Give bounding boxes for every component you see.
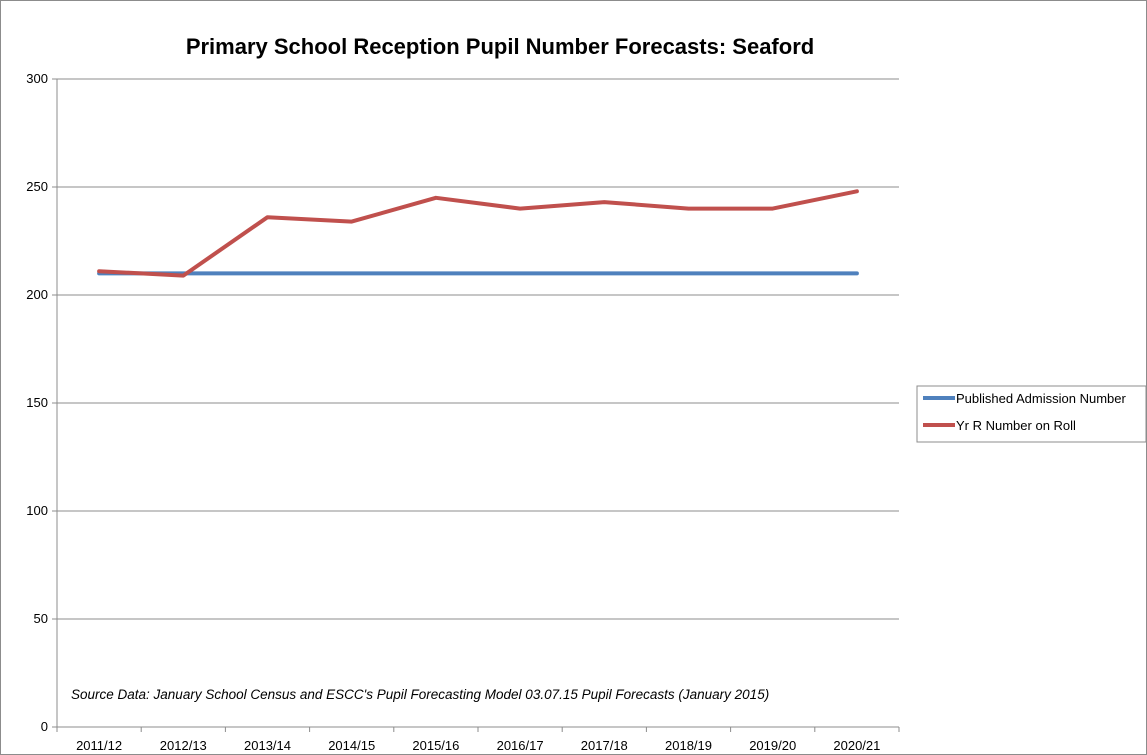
legend: Published Admission Number Yr R Number on… — [916, 385, 1147, 443]
series-line-1 — [97, 189, 859, 278]
y-tick-label: 100 — [26, 503, 48, 518]
y-tick-label: 50 — [34, 611, 48, 626]
x-tick-label: 2011/12 — [76, 738, 122, 753]
y-tick-label: 200 — [26, 287, 48, 302]
y-tick-label: 250 — [26, 179, 48, 194]
x-tick-label: 2012/13 — [160, 738, 207, 753]
y-axis: 0 50 100 150 200 250 300 — [26, 71, 58, 734]
gridlines — [57, 78, 899, 620]
x-tick-label: 2013/14 — [244, 738, 291, 753]
y-tick-label: 0 — [41, 719, 48, 734]
x-tick-label: 2015/16 — [412, 738, 459, 753]
x-tick-label: 2016/17 — [497, 738, 544, 753]
chart-title: Primary School Reception Pupil Number Fo… — [186, 34, 814, 59]
legend-label: Published Admission Number — [956, 391, 1126, 406]
y-tick-label: 150 — [26, 395, 48, 410]
y-tick-label: 300 — [26, 71, 48, 86]
x-tick-label: 2018/19 — [665, 738, 712, 753]
x-tick-label: 2020/21 — [833, 738, 880, 753]
series-lines — [97, 189, 859, 278]
source-annotation: Source Data: January School Census and E… — [71, 687, 769, 702]
x-tick-label: 2019/20 — [749, 738, 796, 753]
x-tick-label: 2017/18 — [581, 738, 628, 753]
x-tick-label: 2014/15 — [328, 738, 375, 753]
legend-box — [916, 385, 1147, 443]
legend-label: Yr R Number on Roll — [956, 418, 1076, 433]
x-axis: 2011/12 2012/13 2013/14 2014/15 2015/16 2016/… — [56, 726, 900, 753]
